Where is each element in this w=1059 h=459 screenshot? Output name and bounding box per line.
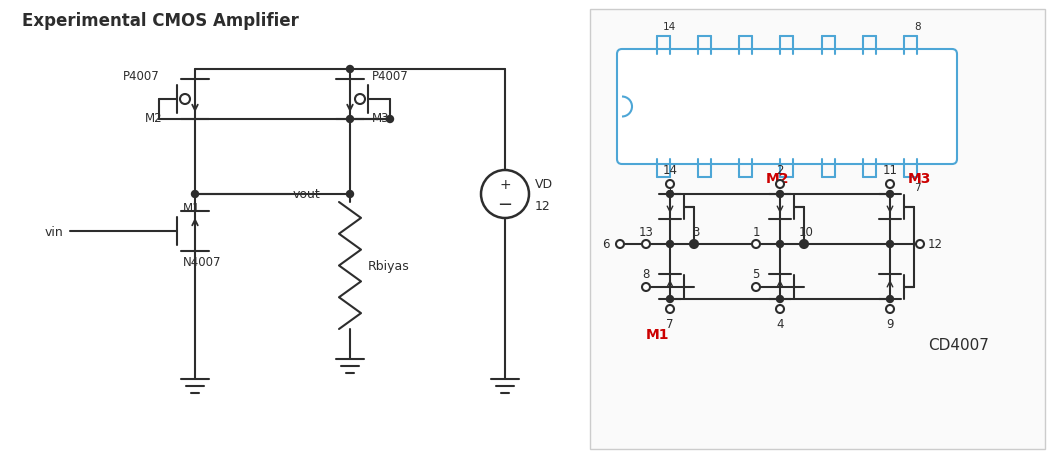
Text: 9: 9 — [886, 317, 894, 330]
Text: 10: 10 — [798, 225, 813, 238]
Circle shape — [776, 296, 784, 303]
Circle shape — [752, 283, 760, 291]
Circle shape — [690, 241, 698, 248]
Circle shape — [616, 241, 624, 248]
Circle shape — [666, 296, 674, 303]
Circle shape — [666, 305, 674, 313]
Circle shape — [642, 241, 650, 248]
Text: vout: vout — [293, 188, 321, 201]
Circle shape — [886, 241, 894, 248]
Circle shape — [346, 67, 354, 73]
Circle shape — [776, 305, 784, 313]
Text: M2: M2 — [767, 172, 790, 185]
Circle shape — [192, 191, 198, 198]
Text: 7: 7 — [914, 183, 920, 193]
Text: P4007: P4007 — [372, 69, 409, 82]
Text: M1: M1 — [183, 201, 200, 214]
Circle shape — [916, 241, 925, 248]
Text: Experimental CMOS Amplifier: Experimental CMOS Amplifier — [22, 12, 299, 30]
Circle shape — [666, 191, 674, 198]
Circle shape — [886, 191, 894, 198]
FancyBboxPatch shape — [590, 10, 1045, 449]
Text: M3: M3 — [908, 172, 931, 185]
Text: vin: vin — [44, 225, 64, 238]
Text: 14: 14 — [663, 164, 678, 177]
Text: 7: 7 — [666, 317, 674, 330]
Circle shape — [886, 305, 894, 313]
Circle shape — [666, 180, 674, 189]
Circle shape — [752, 241, 760, 248]
Text: VD: VD — [535, 178, 553, 191]
Text: 12: 12 — [928, 238, 943, 251]
Circle shape — [481, 171, 530, 218]
Text: 14: 14 — [663, 22, 677, 32]
Text: 11: 11 — [882, 164, 897, 177]
Circle shape — [801, 241, 808, 248]
Circle shape — [776, 191, 784, 198]
Text: 2: 2 — [776, 164, 784, 177]
Text: 1: 1 — [666, 183, 674, 193]
Text: Rbiyas: Rbiyas — [367, 259, 410, 272]
Text: 12: 12 — [535, 200, 551, 213]
Text: 13: 13 — [639, 225, 653, 238]
Text: 6: 6 — [603, 238, 610, 251]
Circle shape — [355, 95, 365, 105]
Circle shape — [346, 116, 354, 123]
FancyBboxPatch shape — [617, 50, 957, 165]
Circle shape — [642, 283, 650, 291]
Text: 5: 5 — [752, 268, 759, 281]
Circle shape — [886, 180, 894, 189]
Circle shape — [776, 180, 784, 189]
Text: 8: 8 — [914, 22, 920, 32]
Text: +: + — [499, 178, 510, 191]
Text: P4007: P4007 — [123, 69, 160, 82]
Text: M2: M2 — [145, 111, 163, 124]
Text: 8: 8 — [643, 268, 649, 281]
Text: 1: 1 — [752, 225, 759, 238]
Circle shape — [690, 241, 698, 248]
Text: M3: M3 — [372, 111, 390, 124]
Text: −: − — [498, 196, 513, 213]
Text: 4: 4 — [776, 317, 784, 330]
Circle shape — [886, 296, 894, 303]
Text: CD4007: CD4007 — [928, 337, 989, 352]
Circle shape — [800, 241, 808, 248]
Text: 3: 3 — [693, 225, 700, 238]
Text: N4007: N4007 — [183, 255, 221, 268]
Circle shape — [666, 241, 674, 248]
Circle shape — [776, 241, 784, 248]
Circle shape — [180, 95, 190, 105]
Text: M1: M1 — [646, 327, 669, 341]
Circle shape — [346, 191, 354, 198]
Circle shape — [387, 116, 394, 123]
